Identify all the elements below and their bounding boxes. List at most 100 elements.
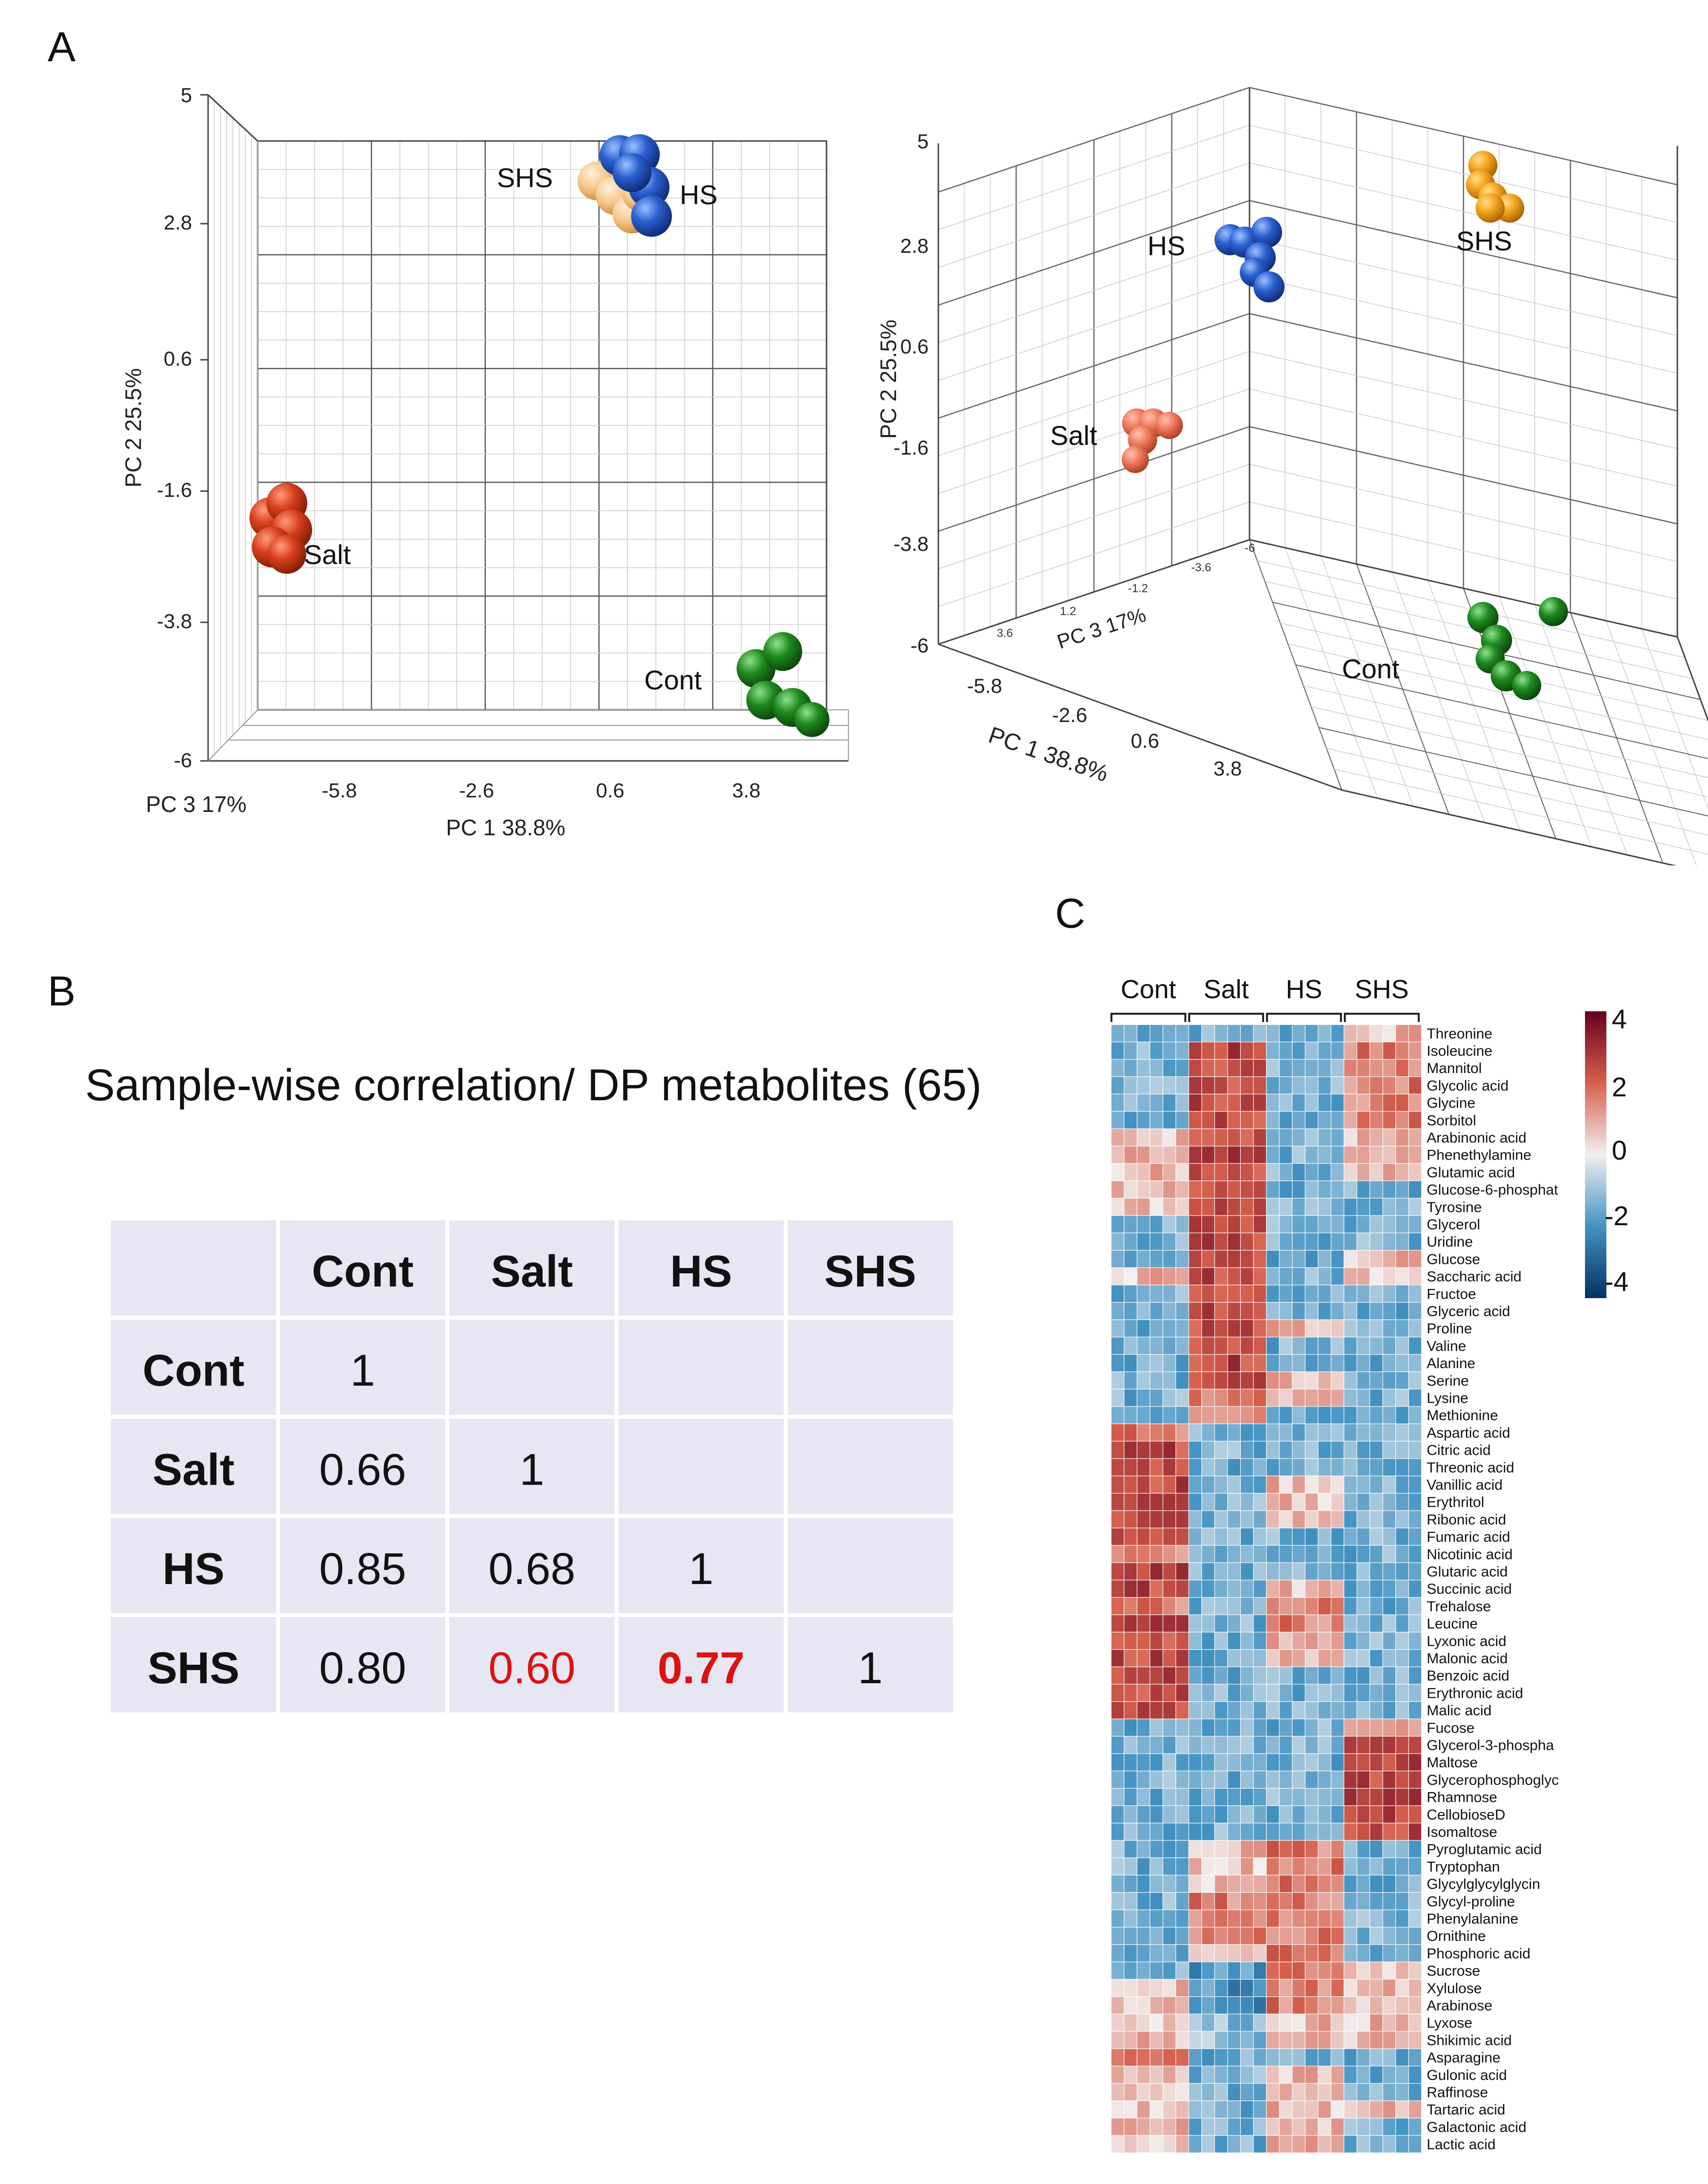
heatmap-cell: [1111, 1754, 1124, 1771]
heatmap-cell: [1383, 1163, 1395, 1181]
heatmap-cell: [1279, 1511, 1292, 1528]
heatmap-cell: [1215, 1129, 1228, 1146]
heatmap-cell: [1344, 1077, 1357, 1094]
heatmap-cell: [1150, 1962, 1163, 1979]
heatmap-cell: [1163, 1719, 1176, 1736]
heatmap-cell: [1357, 1945, 1370, 1962]
heatmap-cell: [1176, 1580, 1189, 1597]
heatmap-cell: [1409, 1979, 1422, 1996]
heatmap-cell: [1202, 2066, 1215, 2083]
heatmap-cell: [1111, 1806, 1124, 1823]
heatmap-cell: [1331, 1771, 1344, 1788]
heatmap-cell: [1292, 1459, 1305, 1476]
heatmap-cell: [1331, 1181, 1344, 1198]
row-header: SHS: [111, 1617, 276, 1712]
heatmap-cell: [1396, 2014, 1409, 2031]
metabolite-label: Phenethylamine: [1426, 1147, 1531, 1163]
heatmap-cell: [1176, 1927, 1189, 1944]
heatmap-cell: [1344, 1129, 1357, 1146]
heatmap-cell: [1124, 1025, 1137, 1042]
heatmap-cell: [1124, 1355, 1137, 1372]
metabolite-label: Glutamic acid: [1426, 1164, 1515, 1180]
heatmap-cell: [1202, 1598, 1215, 1615]
heatmap-cell: [1292, 2135, 1305, 2153]
heatmap-cell: [1215, 1285, 1228, 1302]
heatmap-cell: [1150, 1771, 1163, 1788]
heatmap-cell: [1267, 1285, 1279, 1302]
heatmap-cell: [1305, 1875, 1318, 1892]
heatmap-cell: [1292, 1111, 1305, 1128]
heatmap-cell: [1215, 1389, 1228, 1407]
heatmap-cell: [1292, 1546, 1305, 1563]
metabolite-label: Erythronic acid: [1426, 1685, 1523, 1701]
heatmap-cell: [1176, 1303, 1189, 1320]
heatmap-cell: [1370, 1337, 1383, 1355]
heatmap-cell: [1111, 1320, 1124, 1337]
heatmap-cell: [1189, 1042, 1201, 1059]
heatmap-cell: [1383, 1285, 1395, 1302]
row-header: HS: [111, 1518, 276, 1613]
heatmap-cell: [1357, 1042, 1370, 1059]
metabolite-label: Glycerol-3-phospha: [1426, 1738, 1554, 1754]
heatmap-cell: [1202, 1320, 1215, 1337]
heatmap-cell: [1279, 1736, 1292, 1754]
heatmap-cell: [1370, 1650, 1383, 1667]
heatmap-cell: [1267, 1528, 1279, 1545]
heatmap-cell: [1150, 1233, 1163, 1250]
heatmap-cell: [1228, 1493, 1240, 1511]
z-tick: 1.2: [1060, 605, 1076, 618]
metabolite-label: Fructoe: [1426, 1286, 1476, 1302]
heatmap-cell: [1318, 1615, 1331, 1632]
heatmap-cell: [1111, 1233, 1124, 1250]
column-header: SHS: [788, 1220, 953, 1316]
heatmap-cell: [1318, 1893, 1331, 1910]
heatmap-cell: [1396, 1233, 1409, 1250]
heatmap-cell: [1189, 1111, 1201, 1128]
heatmap-cell: [1202, 1684, 1215, 1702]
heatmap-cell: [1124, 1424, 1137, 1441]
heatmap-cell: [1383, 1372, 1395, 1389]
heatmap-cell: [1383, 1111, 1395, 1128]
heatmap-cell: [1279, 1077, 1292, 1094]
heatmap-cell: [1189, 1493, 1201, 1511]
heatmap-cell: [1409, 1059, 1422, 1076]
heatmap-cell: [1331, 1441, 1344, 1459]
heatmap-cell: [1253, 1337, 1266, 1355]
heatmap-cell: [1189, 1997, 1201, 2014]
heatmap-cell: [1124, 1893, 1137, 1910]
heatmap-cell: [1176, 2083, 1189, 2101]
metabolite-label: Asparagine: [1426, 2050, 1500, 2066]
heatmap-cell: [1241, 1945, 1253, 1962]
heatmap-cell: [1215, 2014, 1228, 2031]
metabolite-label: Gulonic acid: [1426, 2067, 1507, 2083]
heatmap-cell: [1253, 1129, 1266, 1146]
cluster-salt: [1122, 408, 1183, 473]
heatmap-cell: [1318, 2066, 1331, 2083]
heatmap-cell: [1137, 1962, 1150, 1979]
heatmap-cell: [1189, 1389, 1201, 1407]
heatmap-cell: [1370, 1979, 1383, 1996]
scale-tick: 2: [1612, 1072, 1627, 1102]
heatmap-cell: [1383, 1667, 1395, 1684]
heatmap-cell: [1150, 1788, 1163, 1806]
heatmap-cell: [1279, 1233, 1292, 1250]
heatmap-cell: [1292, 1771, 1305, 1788]
heatmap-cell: [1292, 2066, 1305, 2083]
heatmap-cell: [1189, 1771, 1201, 1788]
heatmap-cell: [1370, 1181, 1383, 1198]
heatmap-cell: [1163, 1251, 1176, 1268]
heatmap-cell: [1228, 1875, 1240, 1892]
table-cell: [788, 1518, 953, 1613]
heatmap-cell: [1331, 1372, 1344, 1389]
heatmap-cell: [1253, 1389, 1266, 1407]
heatmap-cell: [1344, 1650, 1357, 1667]
metabolite-label: Pyroglutamic acid: [1426, 1842, 1542, 1858]
heatmap-cell: [1176, 1111, 1189, 1128]
heatmap-cell: [1189, 1719, 1201, 1736]
heatmap-cell: [1267, 1910, 1279, 1927]
heatmap-cell: [1176, 1858, 1189, 1875]
heatmap-cell: [1202, 2031, 1215, 2049]
heatmap-cell: [1215, 1684, 1228, 1702]
heatmap-cell: [1331, 1615, 1344, 1632]
heatmap-cell: [1137, 1111, 1150, 1128]
